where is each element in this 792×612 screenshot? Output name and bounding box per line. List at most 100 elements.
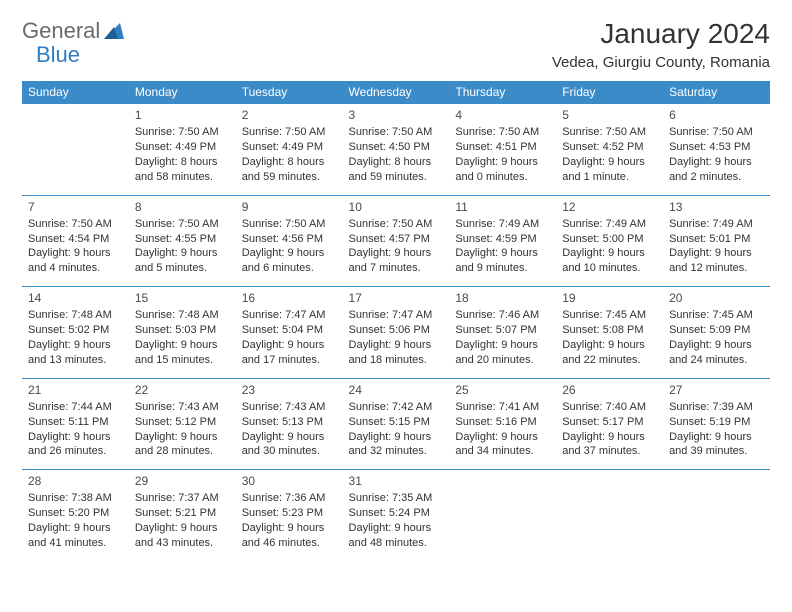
day-cell: 28Sunrise: 7:38 AMSunset: 5:20 PMDayligh…: [22, 470, 129, 561]
day-detail: Sunrise: 7:46 AM: [455, 308, 550, 323]
day-detail: Daylight: 9 hours and 34 minutes.: [455, 430, 550, 460]
day-number: 18: [455, 290, 550, 306]
day-number: 13: [669, 199, 764, 215]
day-number: 30: [242, 473, 337, 489]
day-cell: 17Sunrise: 7:47 AMSunset: 5:06 PMDayligh…: [343, 287, 450, 379]
day-detail: Daylight: 9 hours and 20 minutes.: [455, 338, 550, 368]
day-detail: Daylight: 9 hours and 48 minutes.: [349, 521, 444, 551]
day-cell: 2Sunrise: 7:50 AMSunset: 4:49 PMDaylight…: [236, 104, 343, 196]
day-detail: Daylight: 9 hours and 15 minutes.: [135, 338, 230, 368]
day-cell: 11Sunrise: 7:49 AMSunset: 4:59 PMDayligh…: [449, 195, 556, 287]
day-detail: Sunset: 5:03 PM: [135, 323, 230, 338]
day-detail: Sunset: 5:01 PM: [669, 232, 764, 247]
day-detail: Sunset: 5:07 PM: [455, 323, 550, 338]
day-number: 22: [135, 382, 230, 398]
logo-text-1: General: [22, 18, 100, 44]
day-cell: [22, 104, 129, 196]
calendar-body: 1Sunrise: 7:50 AMSunset: 4:49 PMDaylight…: [22, 104, 770, 561]
day-detail: Daylight: 9 hours and 18 minutes.: [349, 338, 444, 368]
day-cell: 30Sunrise: 7:36 AMSunset: 5:23 PMDayligh…: [236, 470, 343, 561]
day-detail: Daylight: 9 hours and 7 minutes.: [349, 246, 444, 276]
day-cell: 18 Sunrise: 7:46 AMSunset: 5:07 PMDayligh…: [449, 287, 556, 379]
day-detail: Sunrise: 7:50 AM: [135, 125, 230, 140]
day-detail: Daylight: 9 hours and 37 minutes.: [562, 430, 657, 460]
logo-text-2: Blue: [36, 42, 80, 67]
day-detail: Sunrise: 7:49 AM: [669, 217, 764, 232]
day-detail: Daylight: 9 hours and 32 minutes.: [349, 430, 444, 460]
day-detail: Sunset: 5:15 PM: [349, 415, 444, 430]
day-cell: 5Sunrise: 7:50 AMSunset: 4:52 PMDaylight…: [556, 104, 663, 196]
day-detail: Daylight: 9 hours and 1 minute.: [562, 155, 657, 185]
day-detail: Sunset: 4:52 PM: [562, 140, 657, 155]
day-detail: Sunset: 5:19 PM: [669, 415, 764, 430]
day-detail: Sunrise: 7:39 AM: [669, 400, 764, 415]
day-detail: Sunset: 5:17 PM: [562, 415, 657, 430]
week-row: 7Sunrise: 7:50 AMSunset: 4:54 PMDaylight…: [22, 195, 770, 287]
day-detail: Daylight: 9 hours and 22 minutes.: [562, 338, 657, 368]
day-cell: 14Sunrise: 7:48 AMSunset: 5:02 PMDayligh…: [22, 287, 129, 379]
day-cell: 25Sunrise: 7:41 AMSunset: 5:16 PMDayligh…: [449, 378, 556, 470]
logo-triangle-icon: [104, 23, 124, 39]
day-number: 24: [349, 382, 444, 398]
day-number: 20: [669, 290, 764, 306]
day-detail: Sunrise: 7:50 AM: [135, 217, 230, 232]
day-detail: Sunset: 5:02 PM: [28, 323, 123, 338]
day-detail: Sunrise: 7:40 AM: [562, 400, 657, 415]
day-detail: Sunrise: 7:50 AM: [455, 125, 550, 140]
day-cell: 9Sunrise: 7:50 AMSunset: 4:56 PMDaylight…: [236, 195, 343, 287]
day-number: 26: [562, 382, 657, 398]
day-detail: Sunrise: 7:41 AM: [455, 400, 550, 415]
title-block: January 2024 Vedea, Giurgiu County, Roma…: [552, 18, 770, 71]
day-detail: Sunrise: 7:50 AM: [349, 217, 444, 232]
day-number: 3: [349, 107, 444, 123]
day-detail: Daylight: 9 hours and 17 minutes.: [242, 338, 337, 368]
day-cell: 29Sunrise: 7:37 AMSunset: 5:21 PMDayligh…: [129, 470, 236, 561]
day-detail: Sunrise: 7:50 AM: [242, 217, 337, 232]
day-detail: Daylight: 9 hours and 24 minutes.: [669, 338, 764, 368]
day-number: 6: [669, 107, 764, 123]
day-cell: [663, 470, 770, 561]
day-detail: Sunrise: 7:50 AM: [669, 125, 764, 140]
day-cell: [556, 470, 663, 561]
day-detail: Sunrise: 7:36 AM: [242, 491, 337, 506]
day-cell: [449, 470, 556, 561]
day-cell: 24Sunrise: 7:42 AMSunset: 5:15 PMDayligh…: [343, 378, 450, 470]
logo-line2: Blue: [36, 42, 80, 68]
day-number: 15: [135, 290, 230, 306]
day-number: 31: [349, 473, 444, 489]
day-number: 21: [28, 382, 123, 398]
day-detail: Sunset: 5:24 PM: [349, 506, 444, 521]
week-row: 28Sunrise: 7:38 AMSunset: 5:20 PMDayligh…: [22, 470, 770, 561]
day-cell: 21Sunrise: 7:44 AMSunset: 5:11 PMDayligh…: [22, 378, 129, 470]
day-cell: 26 Sunrise: 7:40 AMSunset: 5:17 PMDayligh…: [556, 378, 663, 470]
day-number: 28: [28, 473, 123, 489]
day-number: 11: [455, 199, 550, 215]
day-detail: Sunset: 4:49 PM: [135, 140, 230, 155]
day-number: 23: [242, 382, 337, 398]
day-detail: Daylight: 9 hours and 0 minutes.: [455, 155, 550, 185]
day-cell: 19Sunrise: 7:45 AMSunset: 5:08 PMDayligh…: [556, 287, 663, 379]
day-detail: Daylight: 9 hours and 46 minutes.: [242, 521, 337, 551]
col-monday: Monday: [129, 81, 236, 104]
day-detail: Sunrise: 7:50 AM: [349, 125, 444, 140]
day-cell: 13Sunrise: 7:49 AMSunset: 5:01 PMDayligh…: [663, 195, 770, 287]
day-cell: 31Sunrise: 7:35 AMSunset: 5:24 PMDayligh…: [343, 470, 450, 561]
day-cell: 1Sunrise: 7:50 AMSunset: 4:49 PMDaylight…: [129, 104, 236, 196]
day-detail: Sunrise: 7:49 AM: [455, 217, 550, 232]
month-title: January 2024: [552, 18, 770, 50]
day-detail: Daylight: 9 hours and 41 minutes.: [28, 521, 123, 551]
day-detail: Sunset: 4:53 PM: [669, 140, 764, 155]
day-detail: Daylight: 9 hours and 26 minutes.: [28, 430, 123, 460]
day-number: 29: [135, 473, 230, 489]
day-detail: Sunset: 5:16 PM: [455, 415, 550, 430]
day-number: 12: [562, 199, 657, 215]
day-detail: Sunset: 4:59 PM: [455, 232, 550, 247]
col-tuesday: Tuesday: [236, 81, 343, 104]
day-detail: Sunset: 4:56 PM: [242, 232, 337, 247]
day-cell: 23Sunrise: 7:43 AMSunset: 5:13 PMDayligh…: [236, 378, 343, 470]
day-number: 16: [242, 290, 337, 306]
day-detail: Sunset: 5:12 PM: [135, 415, 230, 430]
day-detail: Sunset: 4:50 PM: [349, 140, 444, 155]
day-detail: Sunrise: 7:50 AM: [28, 217, 123, 232]
day-detail: Sunset: 5:21 PM: [135, 506, 230, 521]
